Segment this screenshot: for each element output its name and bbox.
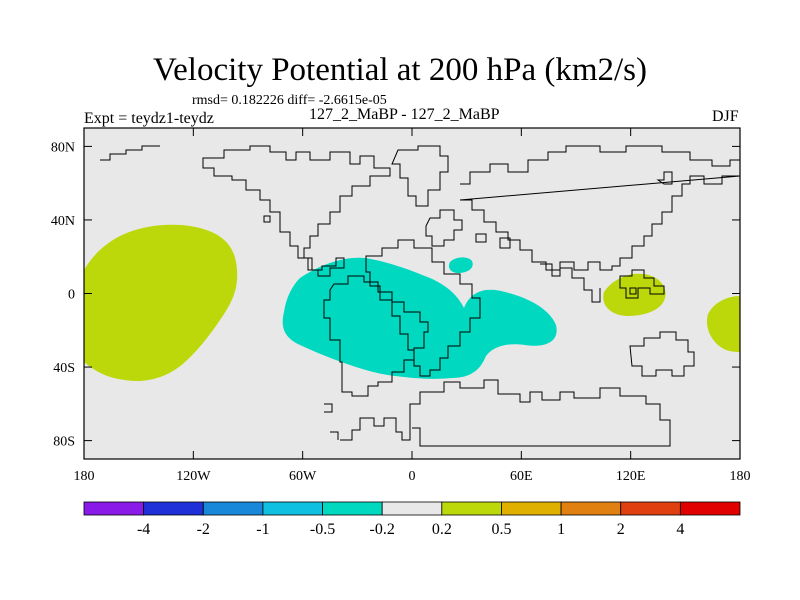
colorbar-swatch [441, 501, 502, 516]
coastlines [100, 145, 740, 447]
x-tick-label: 120W [176, 469, 211, 484]
colorbar-label: -0.5 [310, 521, 335, 538]
colorbar-swatch [501, 501, 562, 516]
x-tick-label: 60W [289, 469, 317, 484]
x-tick-label: 60E [510, 469, 533, 484]
colorbar-label: -2 [197, 521, 210, 538]
x-tick-label: 0 [409, 469, 416, 484]
rmsd-diff-stats: rmsd= 0.182226 diff= -2.6615e-05 [192, 93, 387, 108]
colorbar-swatch [381, 501, 443, 516]
colorbar-label: -0.2 [370, 521, 395, 538]
colorbar-swatch [322, 501, 383, 516]
coastline-south-asia [540, 263, 601, 303]
coastline-north-america [100, 145, 391, 277]
plot-title: Velocity Potential at 200 hPa (km2/s) [152, 52, 648, 88]
colorbar-swatch [262, 501, 323, 516]
colorbar-swatch [143, 501, 204, 516]
colorbar-label: -1 [256, 521, 269, 538]
colorbar-swatch [202, 501, 264, 516]
longitude-axis: 180 120W 60W 0 60E 120E 180 [74, 128, 751, 484]
colorbar-swatch [83, 501, 145, 516]
anomaly-regions [84, 145, 740, 447]
y-tick-label: 40S [53, 361, 75, 376]
coastline-australia [629, 331, 695, 377]
coastline-south-america [323, 275, 429, 397]
positive-anomaly-east-pacific-edge [706, 296, 740, 352]
y-tick-label: 0 [68, 288, 75, 303]
experiment-label: Expt = teydz1-teydz [84, 110, 214, 127]
x-tick-label: 180 [730, 469, 751, 484]
y-tick-label: 40N [51, 214, 75, 229]
colorbar-label: 0.2 [432, 521, 452, 538]
x-tick-label: 120E [616, 469, 646, 484]
coastline-europe [425, 209, 487, 247]
coastline-greenland [391, 145, 449, 207]
x-tick-label: 180 [74, 469, 95, 484]
negative-anomaly-north-africa [448, 257, 473, 273]
season-label: DJF [712, 108, 739, 125]
positive-anomaly-maritime-continent [603, 273, 666, 316]
coastline-africa [365, 239, 481, 377]
colorbar: -4 -2 -1 -0.5 -0.2 0.2 0.5 1 2 4 [83, 501, 741, 538]
colorbar-swatch [560, 501, 622, 516]
colorbar-swatch [620, 501, 681, 516]
coastline-antarctica [324, 379, 671, 447]
colorbar-label: 4 [676, 521, 684, 538]
colorbar-label: -4 [137, 521, 150, 538]
colorbar-swatch [679, 501, 741, 516]
coastline-eurasia [459, 145, 740, 271]
latitude-axis: 80N 40N 0 40S 80S [51, 140, 740, 450]
positive-anomaly-central-pacific [84, 224, 238, 382]
colorbar-label: 2 [617, 521, 625, 538]
run-comparison-label: 127_2_MaBP - 127_2_MaBP [309, 106, 500, 123]
coastline-southeast-asia [619, 269, 665, 299]
colorbar-label: 0.5 [491, 521, 511, 538]
y-tick-label: 80S [53, 435, 75, 450]
colorbar-label: 1 [557, 521, 565, 538]
y-tick-label: 80N [51, 140, 75, 155]
